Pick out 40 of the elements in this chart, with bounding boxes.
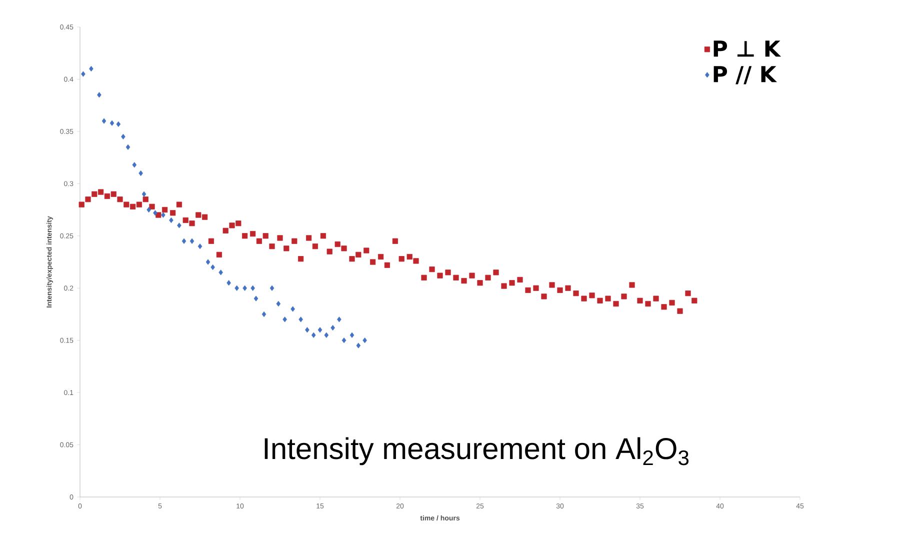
point <box>226 280 231 286</box>
point <box>298 316 303 322</box>
point <box>324 332 329 338</box>
legend-label: P ⊥ K <box>714 40 782 57</box>
point <box>161 212 166 218</box>
point <box>116 121 121 127</box>
point <box>121 134 126 140</box>
point <box>81 71 86 77</box>
point <box>318 327 322 333</box>
point <box>305 327 310 333</box>
annotation: Intensity measurement on Al$_{2}$O$_{3}$ <box>264 437 689 466</box>
point <box>356 342 361 348</box>
point <box>153 210 158 216</box>
point <box>270 285 274 291</box>
point <box>218 270 223 276</box>
point <box>110 120 114 126</box>
point <box>142 191 146 197</box>
point <box>276 300 281 307</box>
point <box>234 285 239 291</box>
point <box>126 144 130 150</box>
point <box>250 285 255 291</box>
point <box>190 238 194 244</box>
point <box>290 306 295 312</box>
point <box>254 296 258 302</box>
point <box>102 118 106 124</box>
point <box>350 332 354 338</box>
point <box>132 162 137 168</box>
point <box>97 92 102 98</box>
point <box>362 338 367 344</box>
point <box>337 316 342 322</box>
point <box>242 285 247 291</box>
point <box>311 332 316 338</box>
point <box>282 316 287 322</box>
point <box>182 238 186 244</box>
point <box>342 338 346 344</box>
legend-label: P // K <box>714 66 778 84</box>
point <box>206 259 210 265</box>
point <box>198 244 202 250</box>
point <box>177 222 182 228</box>
point <box>262 311 266 318</box>
